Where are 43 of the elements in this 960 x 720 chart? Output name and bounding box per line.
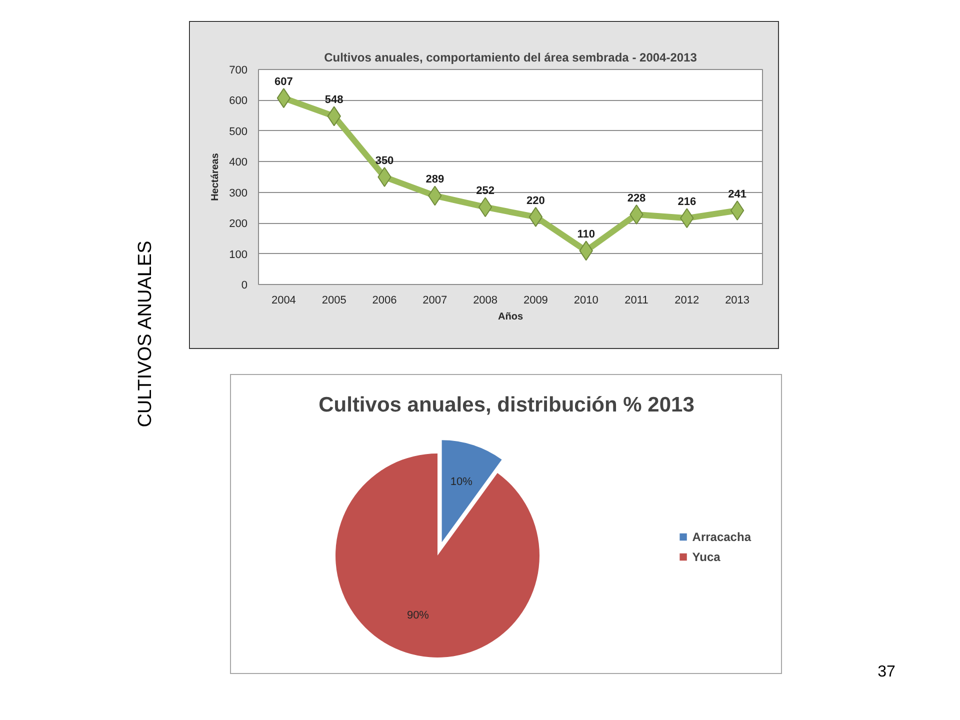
x-tick-label: 2011 [624,294,648,306]
data-label: 220 [526,194,545,207]
y-tick-label: 700 [229,64,248,76]
y-tick-label: 400 [229,156,248,169]
point [478,197,492,218]
y-tick-label: 0 [241,280,248,292]
legend-label: Yuca [692,550,720,564]
chart-title: Cultivos anuales, comportamiento del área sembrada - 2004-2013 [324,50,698,64]
data-label: 252 [476,185,494,198]
x-tick-label: 2006 [372,294,397,306]
data-label: 350 [375,155,394,167]
y-tick-label: 100 [229,248,248,261]
data-label: 241 [728,188,746,200]
x-tick-label: 2004 [271,294,296,306]
data-label: 607 [274,76,293,88]
data-label: 548 [324,94,344,106]
x-tick-label: 2013 [725,294,750,306]
y-tick-label: 200 [229,218,248,230]
legend-label: Arracacha [692,530,751,544]
data-label: 110 [577,228,595,241]
y-tick-label: 600 [229,95,248,108]
x-axis-title: Años [498,312,524,322]
point [276,88,291,108]
x-tick-label: 2012 [674,294,700,306]
data-label: 289 [426,174,444,186]
text: 37 [878,664,896,680]
y-tick-label: 500 [229,126,248,138]
point [528,206,543,227]
data-label: 216 [678,196,696,208]
data-label: 10% [450,476,473,488]
point [730,200,744,220]
text: CULTIVOS ANUALES [135,240,156,428]
chart-title: Cultivos anuales, distribución % 2013 [318,394,694,416]
data-label: 228 [627,192,646,204]
x-tick-label: 2010 [574,294,598,306]
data-label: 90% [406,610,430,622]
x-tick-label: 2007 [422,294,448,306]
y-axis-title: Hectáreas [210,152,222,201]
x-tick-label: 2009 [523,294,548,306]
x-tick-label: 2005 [322,294,346,306]
y-tick-label: 300 [229,187,248,200]
x-tick-label: 2008 [473,294,498,306]
point [378,167,392,187]
